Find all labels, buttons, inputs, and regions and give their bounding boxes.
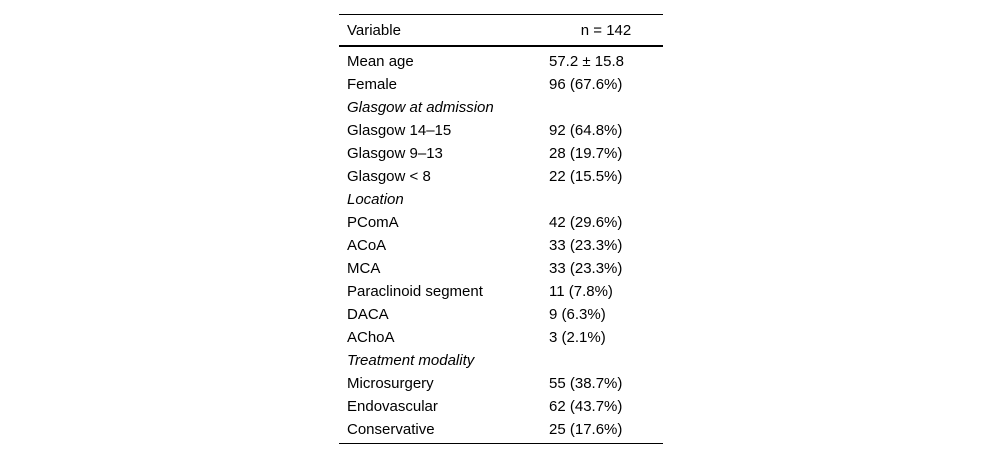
row-label: ACoA (347, 237, 387, 254)
row-value: 28 (19.7%) (549, 145, 623, 162)
table-row: Endovascular 62 (43.7%) (339, 395, 663, 418)
table-row: Location (339, 188, 663, 211)
table-row: MCA 33 (23.3%) (339, 257, 663, 280)
table-row: Treatment modality (339, 349, 663, 372)
row-label: Microsurgery (347, 375, 434, 392)
row-value: 33 (23.3%) (549, 237, 623, 254)
row-value: 92 (64.8%) (549, 122, 623, 139)
table-row: AChoA 3 (2.1%) (339, 326, 663, 349)
row-value: 55 (38.7%) (549, 375, 623, 392)
row-label: Endovascular (347, 398, 438, 415)
column-header-n: n = 142 (580, 21, 632, 39)
table-row: Microsurgery 55 (38.7%) (339, 372, 663, 395)
row-label: PComA (347, 214, 399, 231)
row-value: 22 (15.5%) (549, 168, 623, 185)
table-row: ACoA 33 (23.3%) (339, 234, 663, 257)
row-label: Glasgow < 8 (347, 168, 431, 185)
row-label: Female (347, 76, 398, 93)
row-label: Glasgow 9–13 (347, 145, 443, 162)
row-value: 33 (23.3%) (549, 260, 623, 277)
table-body: Mean age 57.2 ± 15.8 Female 96 (67.6%) G… (339, 47, 663, 443)
table-row: Mean age 57.2 ± 15.8 (339, 50, 663, 73)
row-label: Conservative (347, 421, 435, 438)
row-label: AChoA (347, 329, 395, 346)
column-header-variable: Variable (347, 21, 401, 39)
row-label: Location (347, 191, 404, 208)
row-value: 62 (43.7%) (549, 398, 623, 415)
row-value: 9 (6.3%) (549, 306, 606, 323)
table-row: Glasgow 14–15 92 (64.8%) (339, 119, 663, 142)
table-row: PComA 42 (29.6%) (339, 211, 663, 234)
row-label: DACA (347, 306, 389, 323)
table-header-row: Variable n = 142 (339, 15, 663, 47)
table-row: Conservative 25 (17.6%) (339, 418, 663, 441)
table-row: Female 96 (67.6%) (339, 73, 663, 96)
table-row: Glasgow at admission (339, 96, 663, 119)
row-value: 57.2 ± 15.8 (549, 53, 624, 70)
table-row: Glasgow < 8 22 (15.5%) (339, 165, 663, 188)
table-row: Glasgow 9–13 28 (19.7%) (339, 142, 663, 165)
row-value: 11 (7.8%) (549, 283, 613, 300)
row-value: 96 (67.6%) (549, 76, 623, 93)
row-label: Glasgow at admission (347, 99, 494, 116)
row-value: 42 (29.6%) (549, 214, 623, 231)
table-row: Paraclinoid segment 11 (7.8%) (339, 280, 663, 303)
baseline-characteristics-table: Variable n = 142 Mean age 57.2 ± 15.8 Fe… (339, 14, 663, 444)
row-value: 3 (2.1%) (549, 329, 606, 346)
row-label: Treatment modality (347, 352, 475, 369)
row-value: 25 (17.6%) (549, 421, 623, 438)
row-label: Paraclinoid segment (347, 283, 483, 300)
row-label: MCA (347, 260, 381, 277)
row-label: Glasgow 14–15 (347, 122, 452, 139)
table-row: DACA 9 (6.3%) (339, 303, 663, 326)
row-label: Mean age (347, 53, 414, 70)
